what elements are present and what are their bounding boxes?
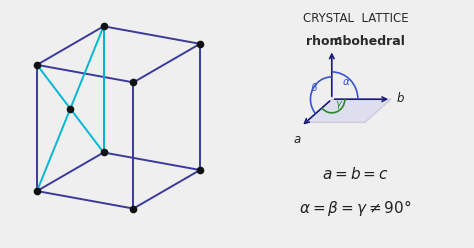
Text: $\alpha = \beta = \gamma \neq 90\degree$: $\alpha = \beta = \gamma \neq 90\degree$ xyxy=(299,198,412,218)
Text: rhombohedral: rhombohedral xyxy=(306,35,405,48)
Text: $\alpha$: $\alpha$ xyxy=(342,77,350,87)
Text: $\beta$: $\beta$ xyxy=(310,81,319,94)
Text: CRYSTAL  LATTICE: CRYSTAL LATTICE xyxy=(303,12,408,25)
Text: $c$: $c$ xyxy=(334,34,343,47)
Text: $b$: $b$ xyxy=(396,91,405,105)
Text: $\gamma$: $\gamma$ xyxy=(335,99,343,111)
Polygon shape xyxy=(306,99,391,122)
Text: $a = b = c$: $a = b = c$ xyxy=(322,166,389,182)
Text: $a$: $a$ xyxy=(293,133,301,146)
